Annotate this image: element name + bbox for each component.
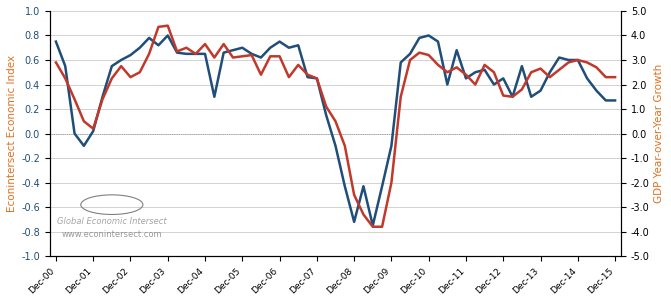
Y-axis label: GDP Year-over-Year Growth: GDP Year-over-Year Growth bbox=[654, 64, 664, 203]
Text: www.econintersect.com: www.econintersect.com bbox=[62, 230, 162, 239]
Text: Global Economic Intersect: Global Economic Intersect bbox=[57, 217, 166, 226]
Y-axis label: Econintersect Economic Index: Econintersect Economic Index bbox=[7, 55, 17, 212]
